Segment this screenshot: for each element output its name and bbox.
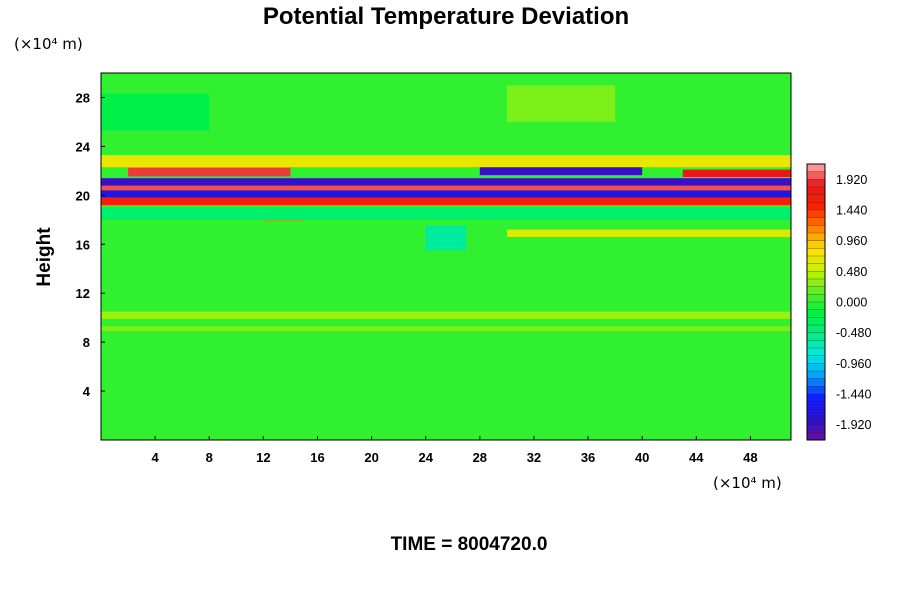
heatmap-band — [506, 85, 616, 122]
heatmap-band — [101, 190, 791, 198]
colorbar-tick-label: 0.480 — [836, 265, 867, 279]
colorbar-segment — [806, 355, 826, 364]
y-tick-label: 28 — [76, 90, 90, 105]
colorbar-segment — [806, 363, 826, 372]
colorbar-segment — [806, 347, 826, 357]
colorbar-segment — [806, 209, 826, 219]
x-tick-label: 48 — [743, 450, 757, 465]
colorbar-segment — [806, 255, 826, 265]
y-tick-label: 4 — [83, 384, 91, 399]
x-tick-label: 40 — [635, 450, 649, 465]
y-tick-label: 8 — [83, 335, 90, 350]
x-axis-ticks: 4 8 12 16 20 24 28 32 36 40 44 48 — [152, 436, 758, 465]
colorbar-segment — [806, 232, 826, 242]
colorbar-segment — [806, 332, 826, 341]
colorbar-segment — [806, 370, 826, 380]
colorbar-segment — [806, 409, 826, 418]
colorbar-tick-label: -1.920 — [836, 418, 871, 432]
colorbar-segment — [806, 225, 826, 234]
colorbar-segment — [806, 317, 826, 326]
y-axis-unit: (×10⁴ m) — [14, 35, 83, 53]
heatmap-field — [101, 73, 791, 440]
colorbar-segment — [806, 432, 826, 441]
colorbar-tick-label: -0.960 — [836, 357, 871, 371]
x-tick-label: 32 — [527, 450, 541, 465]
heatmap-background — [101, 73, 791, 440]
heatmap-band — [101, 326, 791, 332]
heatmap-band — [101, 197, 791, 206]
heatmap-band — [682, 169, 791, 177]
y-tick-label: 24 — [76, 139, 91, 154]
colorbar-segment — [806, 401, 826, 410]
colorbar-ticks: 1.920 1.440 0.960 0.480 0.000 -0.480 -0.960 -1.… — [836, 173, 871, 432]
colorbar-segment — [806, 186, 826, 196]
colorbar-segment — [806, 294, 826, 303]
colorbar-segment — [806, 340, 826, 349]
x-tick-label: 8 — [206, 450, 213, 465]
heatmap-band — [101, 182, 791, 194]
colorbar-segment — [806, 194, 826, 203]
colorbar-segment — [806, 386, 826, 395]
colorbar-segment — [806, 171, 826, 180]
colorbar-tick-label: 1.920 — [836, 173, 867, 187]
colorbar-segment — [806, 286, 826, 295]
heatmap-band — [479, 166, 643, 176]
x-tick-label: 12 — [256, 450, 270, 465]
colorbar-segment — [806, 163, 826, 173]
colorbar-frame — [806, 163, 826, 441]
colorbar-segment — [806, 202, 826, 211]
colorbar-segment — [806, 263, 826, 272]
colorbar-tick-label: 0.000 — [836, 296, 867, 310]
y-tick-label: 12 — [76, 286, 90, 301]
x-axis-unit: (×10⁴ m) — [713, 474, 782, 492]
x-tick-label: 28 — [473, 450, 487, 465]
x-tick-label: 20 — [364, 450, 378, 465]
colorbar-segment — [806, 416, 826, 426]
y-tick-label: 16 — [76, 237, 90, 252]
x-tick-label: 36 — [581, 450, 595, 465]
time-label: TIME = 8004720.0 — [391, 534, 548, 555]
chart-title: Potential Temperature Deviation — [263, 3, 629, 30]
heatmap-band — [101, 207, 791, 220]
colorbar-segment — [806, 378, 826, 387]
colorbar-tick-label: -1.440 — [836, 388, 871, 402]
heatmap-band — [101, 311, 791, 319]
x-tick-label: 4 — [152, 450, 160, 465]
colorbar-segment — [806, 278, 826, 288]
colorbar-segment — [806, 324, 826, 334]
heatmap-band — [425, 225, 467, 251]
y-tick-label: 20 — [76, 188, 90, 203]
x-tick-label: 24 — [418, 450, 433, 465]
colorbar — [806, 163, 826, 441]
y-axis-ticks: 4 8 12 16 20 24 28 — [76, 90, 105, 399]
colorbar-segment — [806, 179, 826, 188]
colorbar-tick-label: 1.440 — [836, 204, 867, 218]
colorbar-segment — [806, 217, 826, 226]
y-axis-label: Height — [34, 227, 55, 287]
heatmap-band — [128, 167, 291, 177]
colorbar-tick-label: 0.960 — [836, 234, 867, 248]
colorbar-segment — [806, 248, 826, 257]
colorbar-segment — [806, 393, 826, 403]
heatmap-band — [101, 154, 791, 168]
colorbar-segment — [806, 271, 826, 280]
heatmap-band — [101, 93, 210, 131]
x-tick-label: 44 — [689, 450, 704, 465]
colorbar-segment — [806, 424, 826, 433]
heatmap-band — [101, 178, 791, 186]
x-tick-label: 16 — [310, 450, 324, 465]
colorbar-tick-label: -0.480 — [836, 326, 871, 340]
plot-frame — [100, 72, 792, 441]
heatmap-band — [506, 229, 791, 237]
colorbar-segment — [806, 240, 826, 249]
colorbar-segment — [806, 301, 826, 311]
colorbar-segment — [806, 309, 826, 318]
